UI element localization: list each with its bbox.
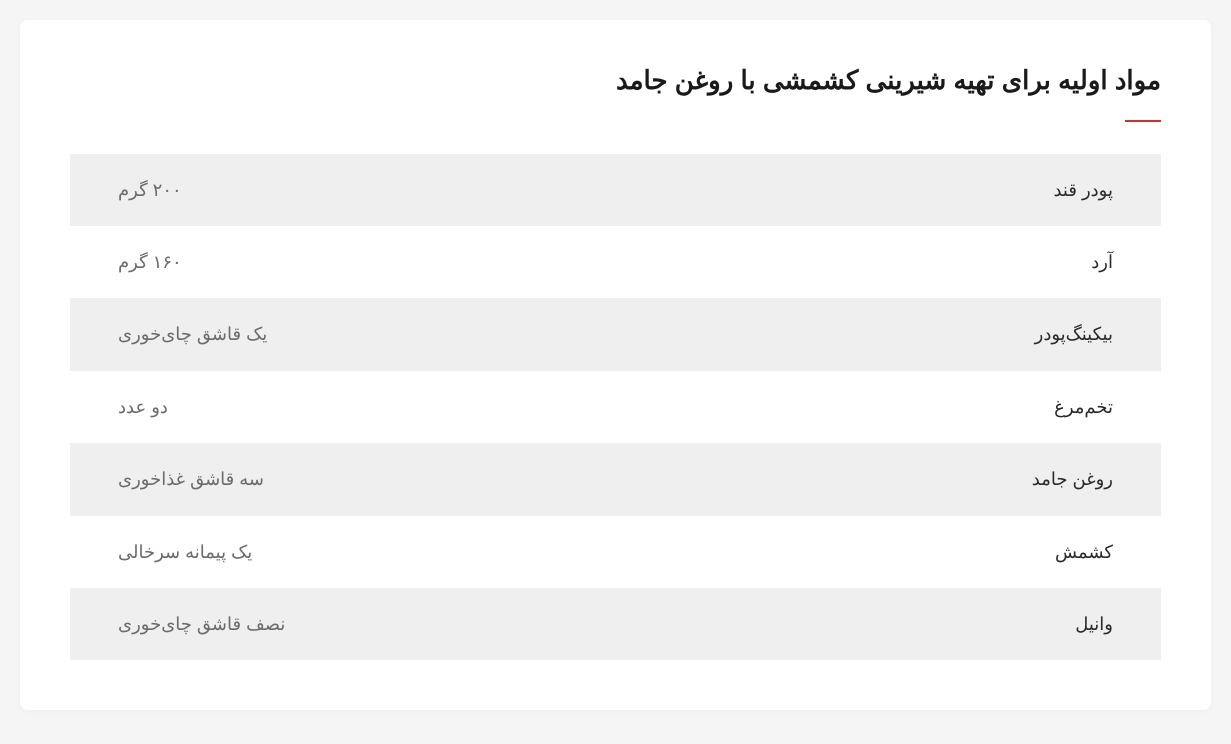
ingredient-name: کشمش (616, 516, 1162, 588)
table-row: پودر قند ۲۰۰ گرم (70, 154, 1161, 226)
table-row: بیکینگ‌پودر یک قاشق چای‌خوری (70, 298, 1161, 370)
table-row: کشمش یک پیمانه سرخالی (70, 516, 1161, 588)
ingredient-amount: سه قاشق غذاخوری (70, 443, 616, 515)
ingredient-name: روغن جامد (616, 443, 1162, 515)
ingredient-name: آرد (616, 226, 1162, 298)
ingredient-amount: یک قاشق چای‌خوری (70, 298, 616, 370)
ingredient-name: پودر قند (616, 154, 1162, 226)
ingredient-amount: یک پیمانه سرخالی (70, 516, 616, 588)
ingredient-name: تخم‌مرغ (616, 371, 1162, 443)
ingredient-amount: ۱۶۰ گرم (70, 226, 616, 298)
recipe-heading: مواد اولیه برای تهیه شیرینی کشمشی با روغ… (70, 60, 1161, 102)
ingredient-name: بیکینگ‌پودر (616, 298, 1162, 370)
recipe-card: مواد اولیه برای تهیه شیرینی کشمشی با روغ… (20, 20, 1211, 710)
ingredients-table: پودر قند ۲۰۰ گرم آرد ۱۶۰ گرم بیکینگ‌پودر… (70, 154, 1161, 661)
table-row: وانیل نصف قاشق چای‌خوری (70, 588, 1161, 660)
table-row: آرد ۱۶۰ گرم (70, 226, 1161, 298)
ingredient-amount: ۲۰۰ گرم (70, 154, 616, 226)
ingredient-name: وانیل (616, 588, 1162, 660)
table-row: تخم‌مرغ دو عدد (70, 371, 1161, 443)
heading-underline (1125, 120, 1161, 122)
ingredient-amount: نصف قاشق چای‌خوری (70, 588, 616, 660)
ingredient-amount: دو عدد (70, 371, 616, 443)
table-row: روغن جامد سه قاشق غذاخوری (70, 443, 1161, 515)
ingredients-tbody: پودر قند ۲۰۰ گرم آرد ۱۶۰ گرم بیکینگ‌پودر… (70, 154, 1161, 661)
